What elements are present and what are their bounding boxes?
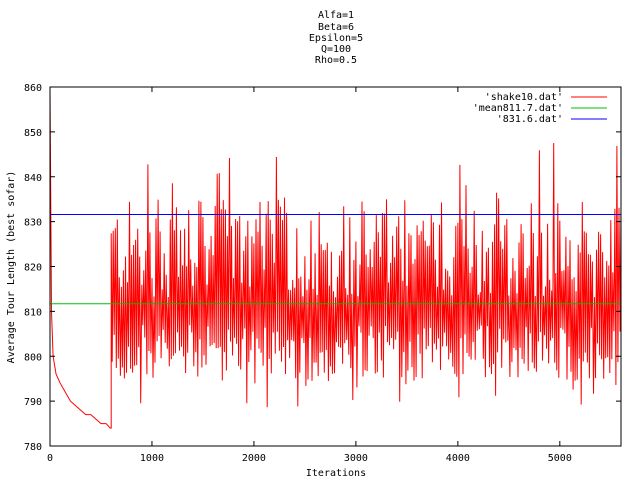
title-line-3: Epsilon=5 [309,33,363,44]
y-tick-label: 780 [24,442,42,453]
y-tick-label: 820 [24,263,42,274]
y-tick-label: 830 [24,218,42,229]
y-tick-label: 850 [24,128,42,139]
y-tick-label: 800 [24,352,42,363]
title-line-4: Q=100 [321,44,351,55]
legend-label-best: '831.6.dat' [497,114,563,125]
title-line-2: Beta=6 [318,22,354,33]
x-tick-label: 0 [47,453,53,464]
y-tick-label: 860 [24,83,42,94]
legend: 'shake10.dat' 'mean811.7.dat' '831.6.dat… [473,92,607,125]
series-line-0 [49,86,622,429]
legend-label-shake10: 'shake10.dat' [485,92,563,103]
title-line-1: Alfa=1 [318,10,354,21]
x-tick-label: 2000 [242,453,266,464]
x-axis-label: Iterations [306,468,366,479]
y-tick-label: 790 [24,397,42,408]
x-tick-label: 5000 [548,453,572,464]
y-axis-label: Average Tour Length (best sofar) [6,171,17,364]
x-axis: 0 1000 2000 3000 4000 5000 [47,87,572,464]
x-tick-label: 1000 [140,453,164,464]
y-tick-label: 840 [24,173,42,184]
chart-title: Alfa=1 Beta=6 Epsilon=5 Q=100 Rho=0.5 [309,10,363,66]
x-tick-label: 4000 [446,453,470,464]
plot-area [49,86,622,429]
y-tick-label: 810 [24,307,42,318]
y-axis: 780 790 800 810 820 830 840 850 860 [24,83,621,453]
title-line-5: Rho=0.5 [315,55,357,66]
x-tick-label: 3000 [344,453,368,464]
legend-label-mean: 'mean811.7.dat' [473,103,563,114]
